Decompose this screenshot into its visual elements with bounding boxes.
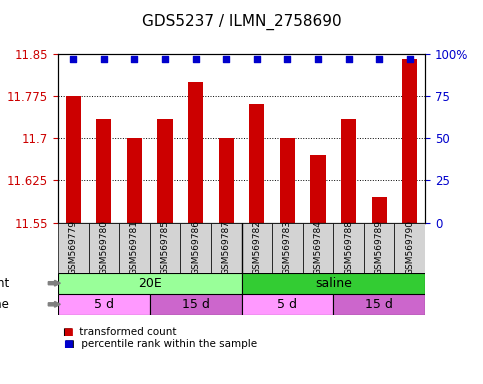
FancyBboxPatch shape	[88, 223, 119, 273]
Bar	[127, 138, 142, 223]
Text: GSM569783: GSM569783	[283, 220, 292, 275]
FancyBboxPatch shape	[150, 294, 242, 315]
Text: GDS5237 / ILMN_2758690: GDS5237 / ILMN_2758690	[142, 13, 341, 30]
Bar	[402, 60, 417, 223]
FancyBboxPatch shape	[242, 294, 333, 315]
Text: ■: ■	[63, 327, 72, 337]
Point	[345, 56, 353, 62]
Text: time: time	[0, 298, 10, 311]
Bar	[188, 82, 203, 223]
Text: ■  transformed count: ■ transformed count	[63, 327, 176, 337]
Bar	[219, 138, 234, 223]
Bar	[280, 138, 295, 223]
Point	[100, 56, 108, 62]
Text: 20E: 20E	[138, 277, 162, 290]
FancyBboxPatch shape	[58, 294, 150, 315]
FancyBboxPatch shape	[272, 223, 303, 273]
Bar	[96, 119, 112, 223]
Bar	[341, 119, 356, 223]
Text: ■: ■	[63, 339, 72, 349]
FancyBboxPatch shape	[333, 223, 364, 273]
Text: GSM569786: GSM569786	[191, 220, 200, 275]
Text: 15 d: 15 d	[365, 298, 393, 311]
Point	[192, 56, 199, 62]
Text: GSM569787: GSM569787	[222, 220, 231, 275]
Point	[70, 56, 77, 62]
Text: GSM569789: GSM569789	[375, 220, 384, 275]
Text: saline: saline	[315, 277, 352, 290]
FancyBboxPatch shape	[211, 223, 242, 273]
FancyBboxPatch shape	[395, 223, 425, 273]
Text: 5 d: 5 d	[94, 298, 114, 311]
FancyBboxPatch shape	[58, 273, 242, 294]
Text: GSM569790: GSM569790	[405, 220, 414, 275]
Text: GSM569779: GSM569779	[69, 220, 78, 275]
Bar	[371, 197, 387, 223]
Text: GSM569780: GSM569780	[99, 220, 108, 275]
FancyBboxPatch shape	[242, 223, 272, 273]
Point	[161, 56, 169, 62]
Point	[314, 56, 322, 62]
Text: GSM569781: GSM569781	[130, 220, 139, 275]
Text: agent: agent	[0, 277, 10, 290]
Point	[130, 56, 138, 62]
Point	[253, 56, 261, 62]
FancyBboxPatch shape	[58, 223, 88, 273]
FancyBboxPatch shape	[150, 223, 180, 273]
Text: 15 d: 15 d	[182, 298, 210, 311]
Text: GSM569782: GSM569782	[252, 220, 261, 275]
Text: 5 d: 5 d	[277, 298, 298, 311]
Point	[222, 56, 230, 62]
Bar	[157, 119, 173, 223]
FancyBboxPatch shape	[303, 223, 333, 273]
Text: GSM569784: GSM569784	[313, 220, 323, 275]
Bar	[311, 155, 326, 223]
FancyBboxPatch shape	[333, 294, 425, 315]
Point	[284, 56, 291, 62]
FancyBboxPatch shape	[119, 223, 150, 273]
Point	[406, 56, 413, 62]
Text: ■  percentile rank within the sample: ■ percentile rank within the sample	[65, 339, 257, 349]
Text: GSM569788: GSM569788	[344, 220, 353, 275]
Point	[375, 56, 383, 62]
Text: GSM569785: GSM569785	[160, 220, 170, 275]
FancyBboxPatch shape	[242, 273, 425, 294]
FancyBboxPatch shape	[364, 223, 395, 273]
FancyBboxPatch shape	[180, 223, 211, 273]
Bar	[66, 96, 81, 223]
Bar	[249, 104, 265, 223]
